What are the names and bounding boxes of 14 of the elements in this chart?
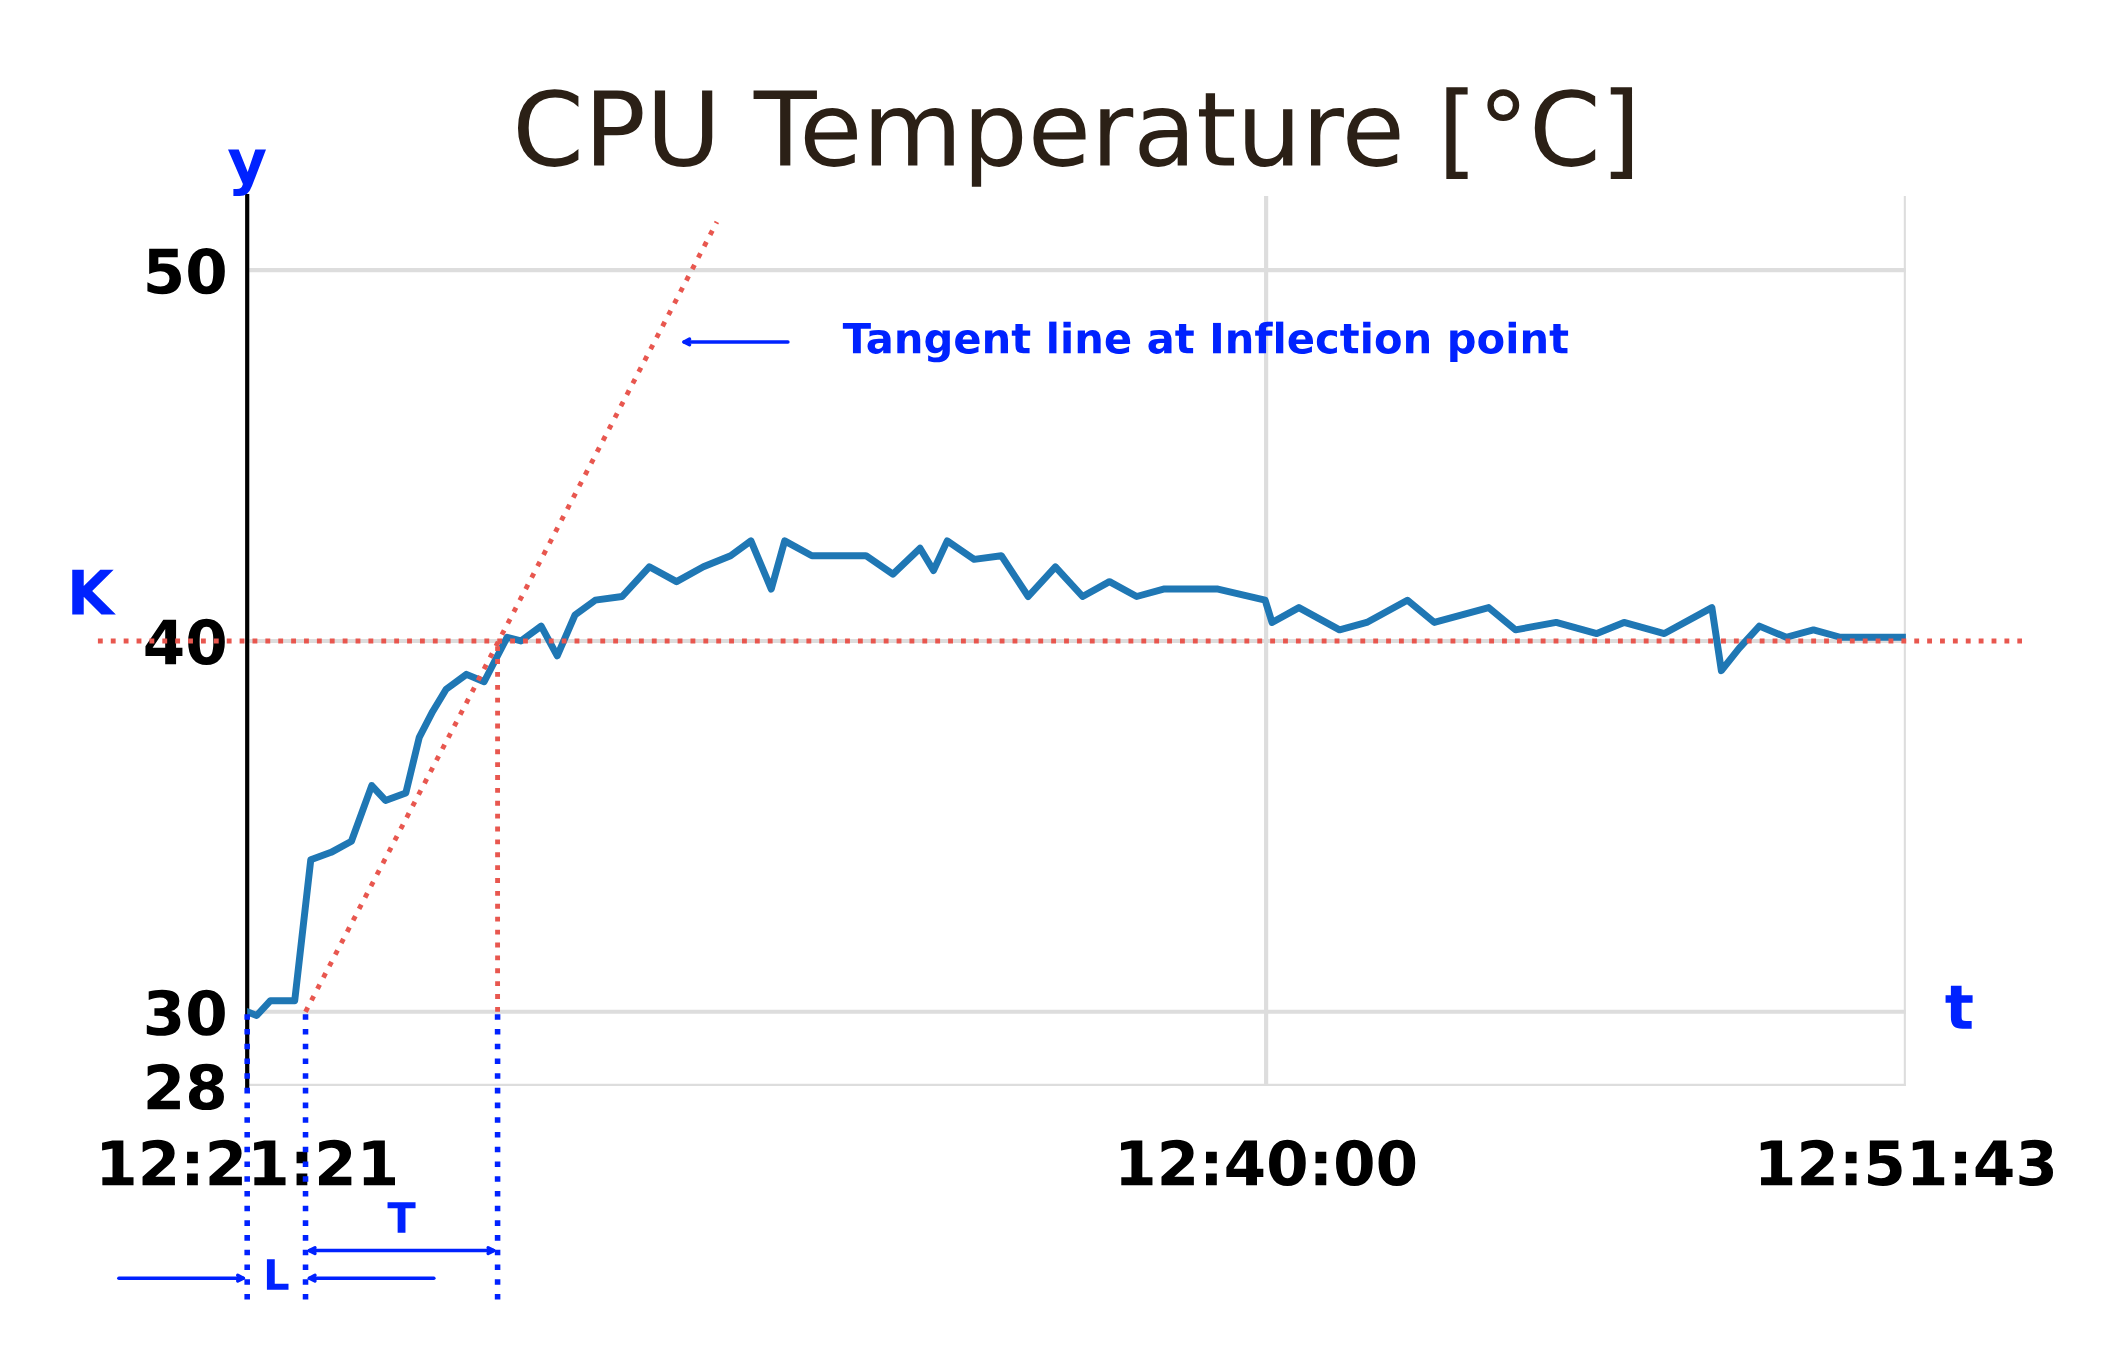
y-tick-label: 30 <box>146 989 225 1036</box>
text: L <box>266 1259 289 1290</box>
y-axis-title: y <box>228 149 266 196</box>
y-tick-label: 50 <box>147 248 225 295</box>
y-tick-label: 28 <box>147 1063 224 1111</box>
text: T <box>387 1202 416 1233</box>
ref-line-label: K <box>72 569 116 615</box>
x-tick-label: 12:40:00 <box>1121 1139 1416 1187</box>
annotation: Tangent line at Inflection point <box>842 321 1569 363</box>
x-tick-label: 12:21:21 <box>102 1139 395 1186</box>
x-tick-label: 12:51:43 <box>1760 1139 2054 1187</box>
y-tick-label: 40 <box>145 618 225 666</box>
chart-title: CPU Temperature [°C] <box>517 87 1633 187</box>
x-axis-title: t <box>1945 985 1973 1029</box>
